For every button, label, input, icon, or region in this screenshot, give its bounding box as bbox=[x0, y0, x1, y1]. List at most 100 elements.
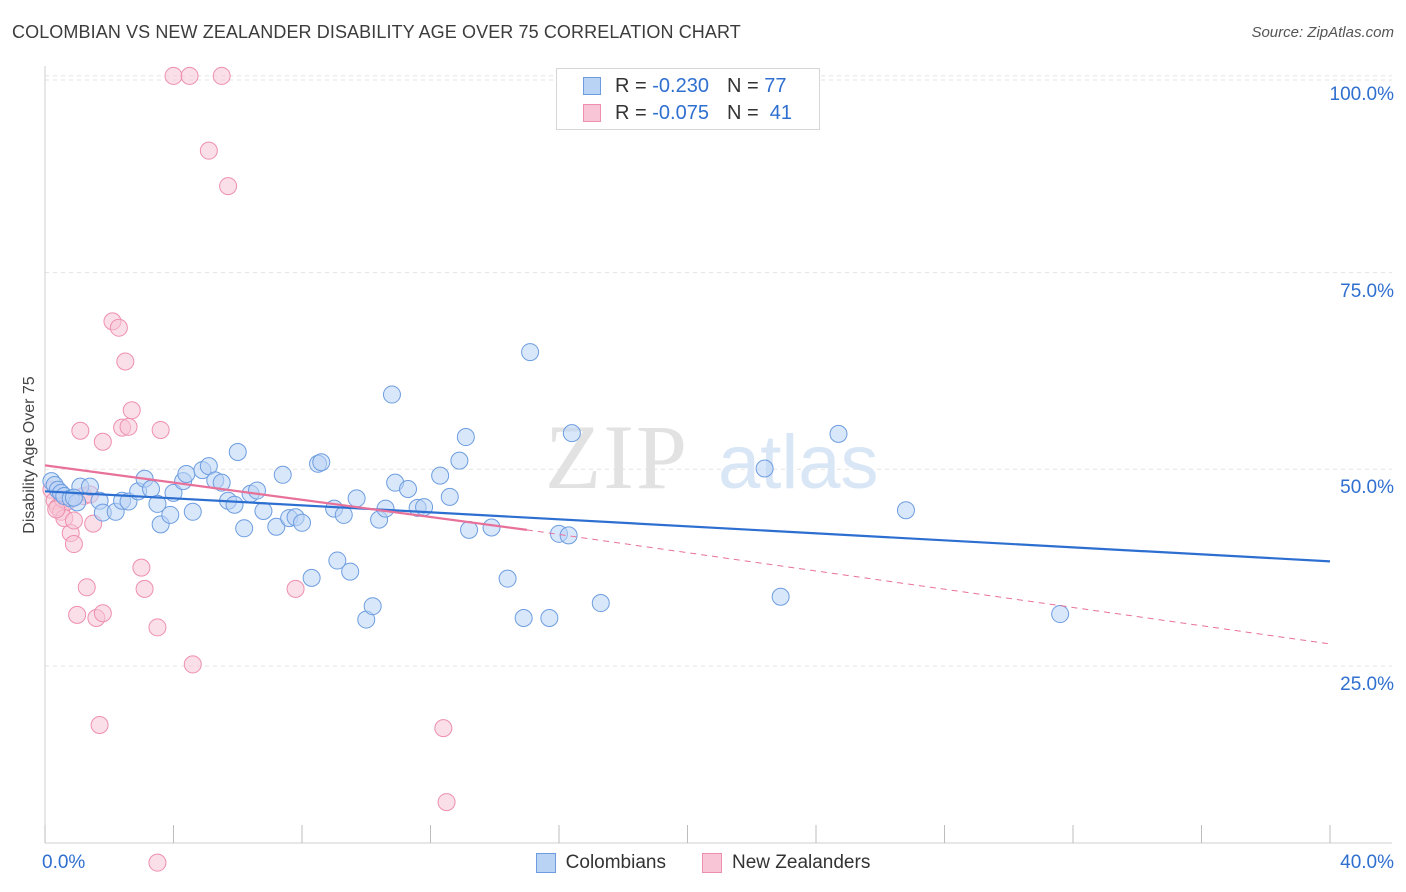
x-tick-label-max: 40.0% bbox=[1340, 852, 1394, 873]
svg-text:atlas: atlas bbox=[718, 420, 879, 505]
data-point bbox=[440, 487, 459, 506]
data-point bbox=[77, 578, 96, 597]
n-label: N = bbox=[726, 101, 759, 124]
data-point bbox=[399, 479, 418, 498]
data-point bbox=[109, 318, 128, 337]
legend-item-colombians[interactable]: Colombians bbox=[535, 852, 666, 874]
legend-item-new-zealanders[interactable]: New Zealanders bbox=[701, 852, 871, 874]
data-point bbox=[71, 421, 90, 440]
data-point bbox=[437, 793, 456, 812]
data-point bbox=[450, 451, 469, 470]
data-point bbox=[540, 608, 559, 627]
data-point bbox=[431, 466, 450, 485]
r-label: R = bbox=[615, 101, 647, 124]
data-point bbox=[755, 459, 774, 478]
stats-row-colombians: R = -0.230 N = 77 bbox=[583, 74, 786, 98]
data-point bbox=[212, 66, 231, 85]
trend-line-colombians bbox=[44, 490, 1331, 563]
data-point bbox=[148, 494, 167, 513]
data-point bbox=[135, 579, 154, 598]
legend-swatch-pink bbox=[701, 853, 722, 873]
stats-legend: R = -0.230 N = 77 R = -0.075 N = 41 bbox=[556, 68, 820, 130]
data-point bbox=[177, 465, 196, 484]
data-point bbox=[199, 141, 218, 160]
data-point bbox=[142, 479, 161, 498]
data-point bbox=[225, 495, 244, 514]
x-tick-label-min: 0.0% bbox=[42, 852, 86, 873]
data-point bbox=[64, 535, 83, 554]
series-legend: Colombians New Zealanders bbox=[0, 852, 1406, 874]
data-point bbox=[456, 428, 475, 447]
data-point bbox=[228, 442, 247, 461]
data-point bbox=[521, 343, 540, 362]
data-point bbox=[68, 605, 87, 624]
data-point bbox=[1051, 605, 1070, 624]
trend-line-new-zealanders-extension bbox=[526, 529, 1331, 645]
n-label: N = bbox=[726, 74, 759, 97]
n-value: 41 bbox=[769, 101, 793, 124]
data-point bbox=[829, 424, 848, 443]
r-label: R = bbox=[615, 74, 647, 97]
data-point bbox=[482, 518, 501, 537]
swatch-blue bbox=[583, 77, 601, 95]
grid-lines bbox=[45, 75, 1392, 667]
data-point bbox=[382, 385, 401, 404]
data-point bbox=[180, 66, 199, 85]
data-point bbox=[132, 558, 151, 577]
data-point bbox=[363, 597, 382, 616]
data-point bbox=[164, 66, 183, 85]
data-point bbox=[148, 618, 167, 637]
data-point bbox=[90, 715, 109, 734]
data-point bbox=[161, 505, 180, 524]
data-point bbox=[64, 511, 83, 530]
legend-swatch-blue bbox=[535, 853, 556, 873]
watermark: ZIP atlas bbox=[545, 406, 879, 508]
data-point bbox=[119, 417, 138, 436]
data-point bbox=[183, 655, 202, 674]
data-point bbox=[286, 579, 305, 598]
r-value: -0.075 bbox=[652, 101, 709, 124]
legend-label-new-zealanders: New Zealanders bbox=[731, 852, 871, 873]
data-point bbox=[347, 489, 366, 508]
data-point bbox=[328, 551, 347, 570]
data-point bbox=[93, 604, 112, 623]
data-point bbox=[293, 513, 311, 532]
data-point bbox=[254, 501, 273, 520]
data-point bbox=[148, 853, 167, 872]
data-point bbox=[122, 401, 141, 420]
data-point bbox=[80, 477, 99, 496]
data-point bbox=[116, 352, 135, 371]
r-value: -0.230 bbox=[652, 74, 709, 97]
data-point bbox=[151, 420, 170, 439]
svg-text:ZIP: ZIP bbox=[545, 406, 689, 508]
trend-line-new-zealanders bbox=[44, 464, 528, 531]
data-point bbox=[273, 465, 292, 484]
data-point bbox=[47, 500, 66, 519]
chart-title: COLOMBIAN VS NEW ZEALANDER DISABILITY AG… bbox=[12, 22, 741, 42]
data-point bbox=[562, 424, 581, 443]
data-point bbox=[212, 473, 231, 492]
axes bbox=[44, 66, 1392, 844]
data-point bbox=[312, 453, 331, 472]
source-label: Source: ZipAtlas.com bbox=[1251, 24, 1394, 41]
y-tick-label: 100.0% bbox=[1329, 83, 1394, 105]
data-point bbox=[183, 502, 202, 521]
data-point bbox=[302, 568, 321, 587]
data-point bbox=[93, 432, 112, 451]
y-tick-label: 25.0% bbox=[1340, 673, 1394, 695]
n-value: 77 bbox=[764, 74, 787, 97]
data-point bbox=[771, 587, 790, 606]
data-point bbox=[591, 594, 610, 613]
data-point bbox=[514, 608, 533, 627]
trend-lines bbox=[44, 464, 1331, 645]
data-point bbox=[267, 517, 286, 536]
stats-row-new-zealanders: R = -0.075 N = 41 bbox=[583, 101, 792, 125]
data-point bbox=[235, 519, 254, 538]
data-point bbox=[219, 177, 238, 196]
data-point bbox=[341, 562, 360, 581]
data-point bbox=[248, 481, 267, 500]
data-point bbox=[434, 719, 453, 738]
y-tick-label: 75.0% bbox=[1340, 280, 1394, 302]
data-point bbox=[559, 526, 578, 545]
